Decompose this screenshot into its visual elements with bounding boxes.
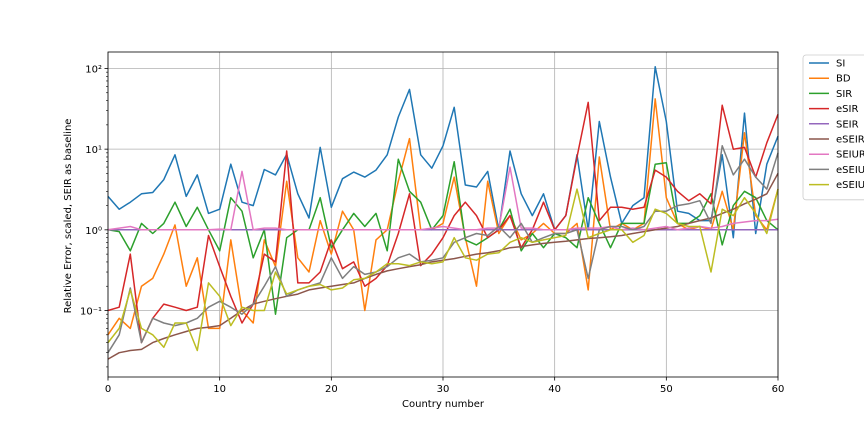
y-axis-label: Relative Error, scaled, SEIR as baseline [63,119,74,314]
legend-box [802,54,864,201]
y-tick-label: 10⁻¹ [80,307,102,318]
x-tick-label: 10 [213,384,226,395]
series-line-7 [107,166,779,231]
legend-entry: SEIR [836,119,859,130]
y-axis: 10⁻¹ 10⁰ 10¹ 10² [80,64,108,368]
legend-entry: SI [836,59,845,70]
legend-entry: eSIR [836,104,858,115]
x-tick-label: 20 [325,384,338,395]
x-tick-label: 50 [660,384,673,395]
series-line-4 [107,101,779,344]
series-layer [107,66,779,360]
legend-entry: eSEIR [836,135,864,146]
legend-entry: eSEIUR [836,165,864,176]
y-tick-label: 10¹ [85,145,102,156]
legend-entry: SEIUR [836,150,864,161]
legend: SI BD SIR eSIR SEIR eSEIR SEIUR eSEIUR eSEIUR [802,54,864,201]
y-tick-label: 10⁰ [85,226,102,237]
legend-entry: BD [836,74,851,85]
x-tick-label: 0 [105,384,111,395]
x-tick-label: 30 [437,384,450,395]
legend-entry: eSEIUR [836,180,864,191]
x-axis: 0 10 20 30 40 50 60 [105,377,785,395]
series-line-1 [107,66,779,239]
x-axis-label: Country number [402,399,485,410]
x-tick-label: 60 [772,384,785,395]
x-tick-label: 40 [548,384,561,395]
series-line-9 [107,188,779,352]
series-line-2 [107,98,779,336]
y-tick-label: 10² [85,64,102,75]
legend-entry: SIR [836,89,852,100]
series-line-3 [107,158,779,315]
series-line-8 [107,145,779,354]
